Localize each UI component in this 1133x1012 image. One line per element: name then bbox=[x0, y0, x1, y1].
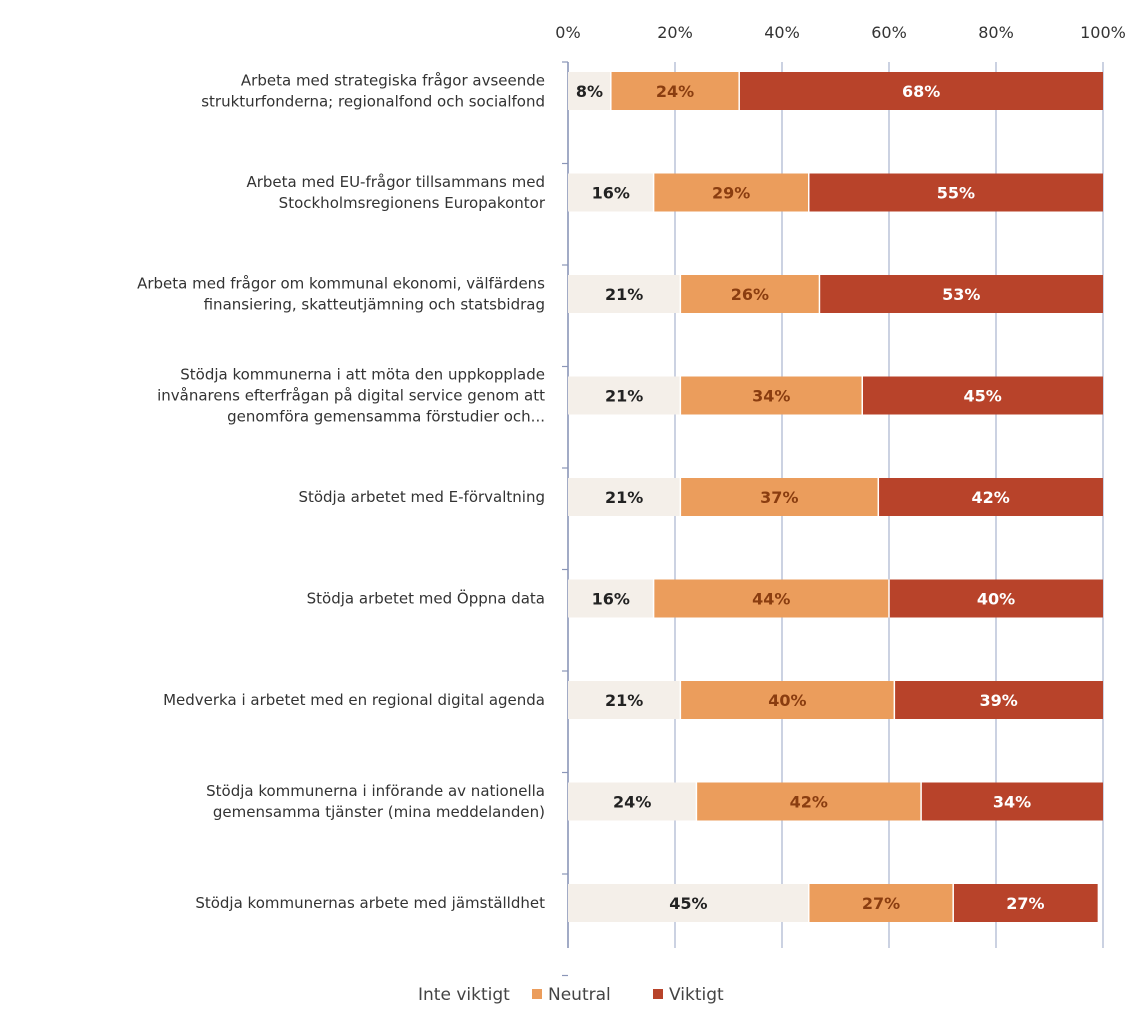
bar-segment-inte-viktigt bbox=[568, 782, 697, 821]
category-label: Stödja arbetet med Öppna data bbox=[307, 589, 545, 608]
data-label: 45% bbox=[963, 387, 1001, 406]
bar-segment-neutral bbox=[680, 681, 895, 719]
data-label: 42% bbox=[790, 793, 828, 812]
bar-segment-neutral bbox=[680, 376, 863, 415]
category-label: Stödja kommunerna i införande av natione… bbox=[206, 782, 545, 821]
data-label: 55% bbox=[937, 184, 975, 203]
data-label: 24% bbox=[613, 793, 651, 812]
bar-segment-neutral bbox=[808, 884, 954, 922]
bar-segment-inte-viktigt bbox=[568, 478, 681, 516]
bar-segment-inte-viktigt bbox=[568, 681, 681, 719]
data-label: 8% bbox=[576, 82, 603, 101]
bar-segment-inte-viktigt bbox=[568, 376, 681, 415]
x-tick-label: 40% bbox=[764, 23, 800, 42]
data-label: 29% bbox=[712, 184, 750, 203]
bar-segment-viktigt bbox=[808, 173, 1103, 212]
data-labels: 8% 24% 68% 16% 29% 55% 21% 26% 53% 21% 34% 45% 21% 37… bbox=[576, 82, 1045, 913]
data-label: 39% bbox=[980, 691, 1018, 710]
x-tick-label: 0% bbox=[555, 23, 580, 42]
data-label: 45% bbox=[669, 894, 707, 913]
bar-segment-neutral bbox=[696, 782, 922, 821]
data-label: 40% bbox=[977, 590, 1015, 609]
bar-segment-neutral bbox=[680, 478, 879, 516]
bar-segment-neutral bbox=[653, 173, 809, 212]
bar-segment-inte-viktigt bbox=[568, 579, 654, 618]
data-label: 40% bbox=[768, 691, 806, 710]
bar-segment-viktigt bbox=[953, 884, 1098, 922]
category-label: Stödja kommunernas arbete med jämställdh… bbox=[195, 894, 545, 912]
data-label: 24% bbox=[656, 82, 694, 101]
bar-segment-neutral bbox=[680, 275, 820, 313]
data-label: 21% bbox=[605, 488, 643, 507]
category-label: Arbeta med strategiska frågor avseende st… bbox=[201, 72, 545, 111]
bar-segment-viktigt bbox=[921, 782, 1103, 821]
data-label: 68% bbox=[902, 82, 940, 101]
category-labels: Arbeta med strategiska frågor avseende st… bbox=[137, 72, 546, 913]
bar-segment-neutral bbox=[653, 579, 889, 618]
data-label: 42% bbox=[972, 488, 1010, 507]
x-tick-label: 80% bbox=[978, 23, 1014, 42]
x-tick-label: 100% bbox=[1080, 23, 1126, 42]
bar-segment-neutral bbox=[610, 72, 740, 110]
data-label: 27% bbox=[1006, 894, 1044, 913]
bar-segment-inte-viktigt bbox=[568, 884, 809, 922]
bar-segment-viktigt bbox=[819, 275, 1103, 313]
legend-swatch bbox=[653, 989, 663, 999]
data-label: 21% bbox=[605, 285, 643, 304]
category-label: Medverka i arbetet med en regional digit… bbox=[163, 691, 545, 709]
x-tick-label: 20% bbox=[657, 23, 693, 42]
legend-label: Neutral bbox=[548, 985, 611, 1005]
data-label: 26% bbox=[731, 285, 769, 304]
data-label: 21% bbox=[605, 387, 643, 406]
data-label: 16% bbox=[592, 590, 630, 609]
data-label: 21% bbox=[605, 691, 643, 710]
bar-segment-viktigt bbox=[889, 579, 1103, 618]
legend: Inte viktigt Neutral Viktigt bbox=[418, 985, 724, 1005]
bar-segment-inte-viktigt bbox=[568, 275, 681, 313]
legend-label: Viktigt bbox=[669, 985, 724, 1005]
data-label: 16% bbox=[592, 184, 630, 203]
legend-item: Neutral bbox=[532, 985, 611, 1005]
category-label: Stödja arbetet med E-förvaltning bbox=[298, 488, 545, 506]
x-axis-ticks: 0% 20% 40% 60% 80% 100% bbox=[555, 23, 1126, 42]
x-tick-label: 60% bbox=[871, 23, 907, 42]
category-label: Arbeta med EU-frågor tillsammans med Stoc… bbox=[246, 173, 545, 212]
legend-label: Inte viktigt bbox=[418, 985, 510, 1005]
data-label: 34% bbox=[752, 387, 790, 406]
legend-swatch bbox=[532, 989, 542, 999]
bar-segment-inte-viktigt bbox=[568, 173, 654, 212]
bar-segment-viktigt bbox=[739, 72, 1103, 110]
legend-item: Viktigt bbox=[653, 985, 724, 1005]
data-label: 34% bbox=[993, 793, 1031, 812]
data-label: 44% bbox=[752, 590, 790, 609]
bar-segment-viktigt bbox=[894, 681, 1103, 719]
category-label: Arbeta med frågor om kommunal ekonomi, v… bbox=[137, 275, 545, 314]
bar-segment-inte-viktigt bbox=[568, 72, 611, 110]
legend-item: Inte viktigt bbox=[418, 985, 510, 1005]
data-label: 37% bbox=[760, 488, 798, 507]
data-label: 27% bbox=[862, 894, 900, 913]
bars bbox=[568, 72, 1103, 922]
bar-segment-viktigt bbox=[862, 376, 1103, 415]
data-label: 53% bbox=[942, 285, 980, 304]
bar-segment-viktigt bbox=[878, 478, 1103, 516]
category-label: Stödja kommunerna i att möta den uppkopp… bbox=[157, 366, 545, 426]
